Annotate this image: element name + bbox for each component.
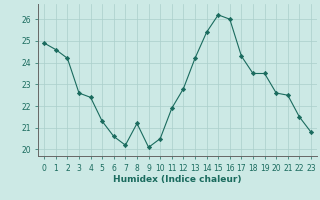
X-axis label: Humidex (Indice chaleur): Humidex (Indice chaleur) — [113, 175, 242, 184]
